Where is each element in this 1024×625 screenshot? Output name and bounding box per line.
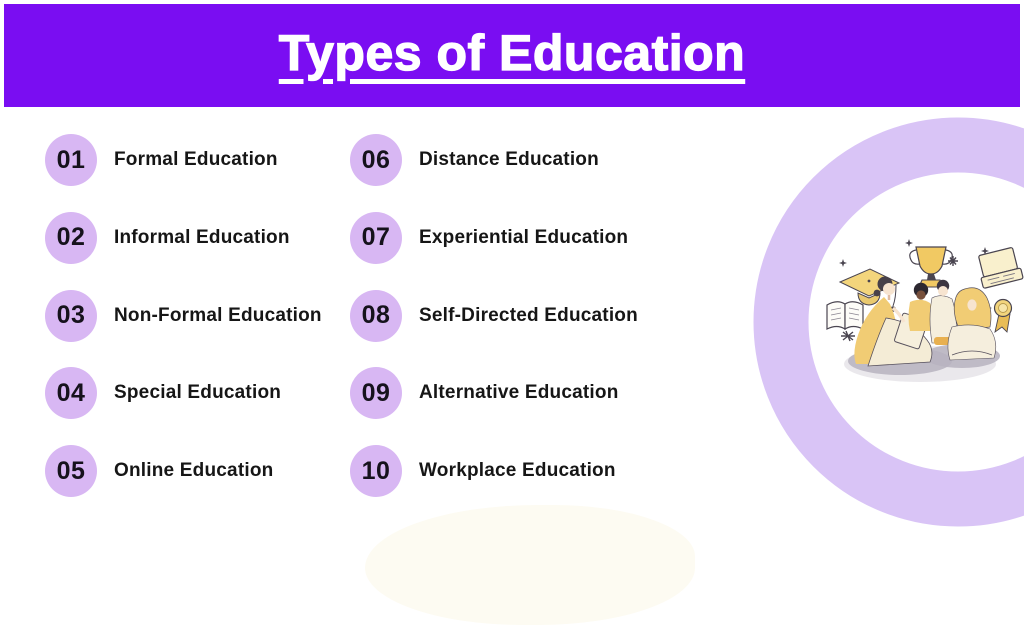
item-label: Experiential Education [419,226,629,248]
item-number-badge: 03 [45,289,97,342]
item-number-badge: 05 [45,445,97,497]
list-column-left: 01 Formal Education 02 Informal Educatio… [45,134,322,497]
item-number-badge: 01 [45,134,97,186]
item-label: Workplace Education [419,460,616,481]
item-number-badge: 08 [350,289,402,342]
item-number-badge: 10 [350,445,402,497]
item-label: Formal Education [114,149,278,170]
item-number-badge: 06 [350,134,402,186]
children-figures [908,279,997,361]
laptop-icon [978,247,1024,289]
item-label: Online Education [114,460,274,481]
sparkle-icon [981,247,989,255]
item-label: Non-Formal Education [114,304,322,326]
item-number-badge: 04 [45,367,97,420]
list-item: 04 Special Education [45,367,322,420]
medal-icon [993,298,1013,334]
item-label: Distance Education [419,149,599,170]
list-item: 06 Distance Education [350,134,638,186]
sparkle-icon [905,239,913,247]
list-column-right: 06 Distance Education 07 Experiential Ed… [350,134,638,497]
list-item: 07 Experiential Education [350,211,638,264]
education-illustration [753,117,1024,527]
item-label: Informal Education [114,226,290,248]
page-title: Types of Education [278,24,746,81]
teacher-figure [854,276,933,367]
open-book-icon [826,301,864,331]
list-item: 01 Formal Education [45,134,322,186]
item-number-badge: 07 [350,211,402,264]
item-label: Alternative Education [419,382,619,404]
star-icon [841,330,855,342]
decorative-ring [753,117,1024,527]
list-item: 10 Workplace Education [350,445,638,497]
list-item: 08 Self-Directed Education [350,289,638,342]
sparkle-icon [839,259,847,267]
list-item: 02 Informal Education [45,211,322,264]
header-banner: Types of Education [4,4,1020,107]
background-blob [365,505,695,625]
list-item: 09 Alternative Education [350,367,638,420]
item-number-badge: 09 [350,367,402,420]
list-item: 03 Non-Formal Education [45,289,322,342]
item-number-badge: 02 [45,211,97,264]
star-icon [948,256,958,266]
list-item: 05 Online Education [45,445,322,497]
item-label: Special Education [114,382,282,404]
item-label: Self-Directed Education [419,304,638,326]
